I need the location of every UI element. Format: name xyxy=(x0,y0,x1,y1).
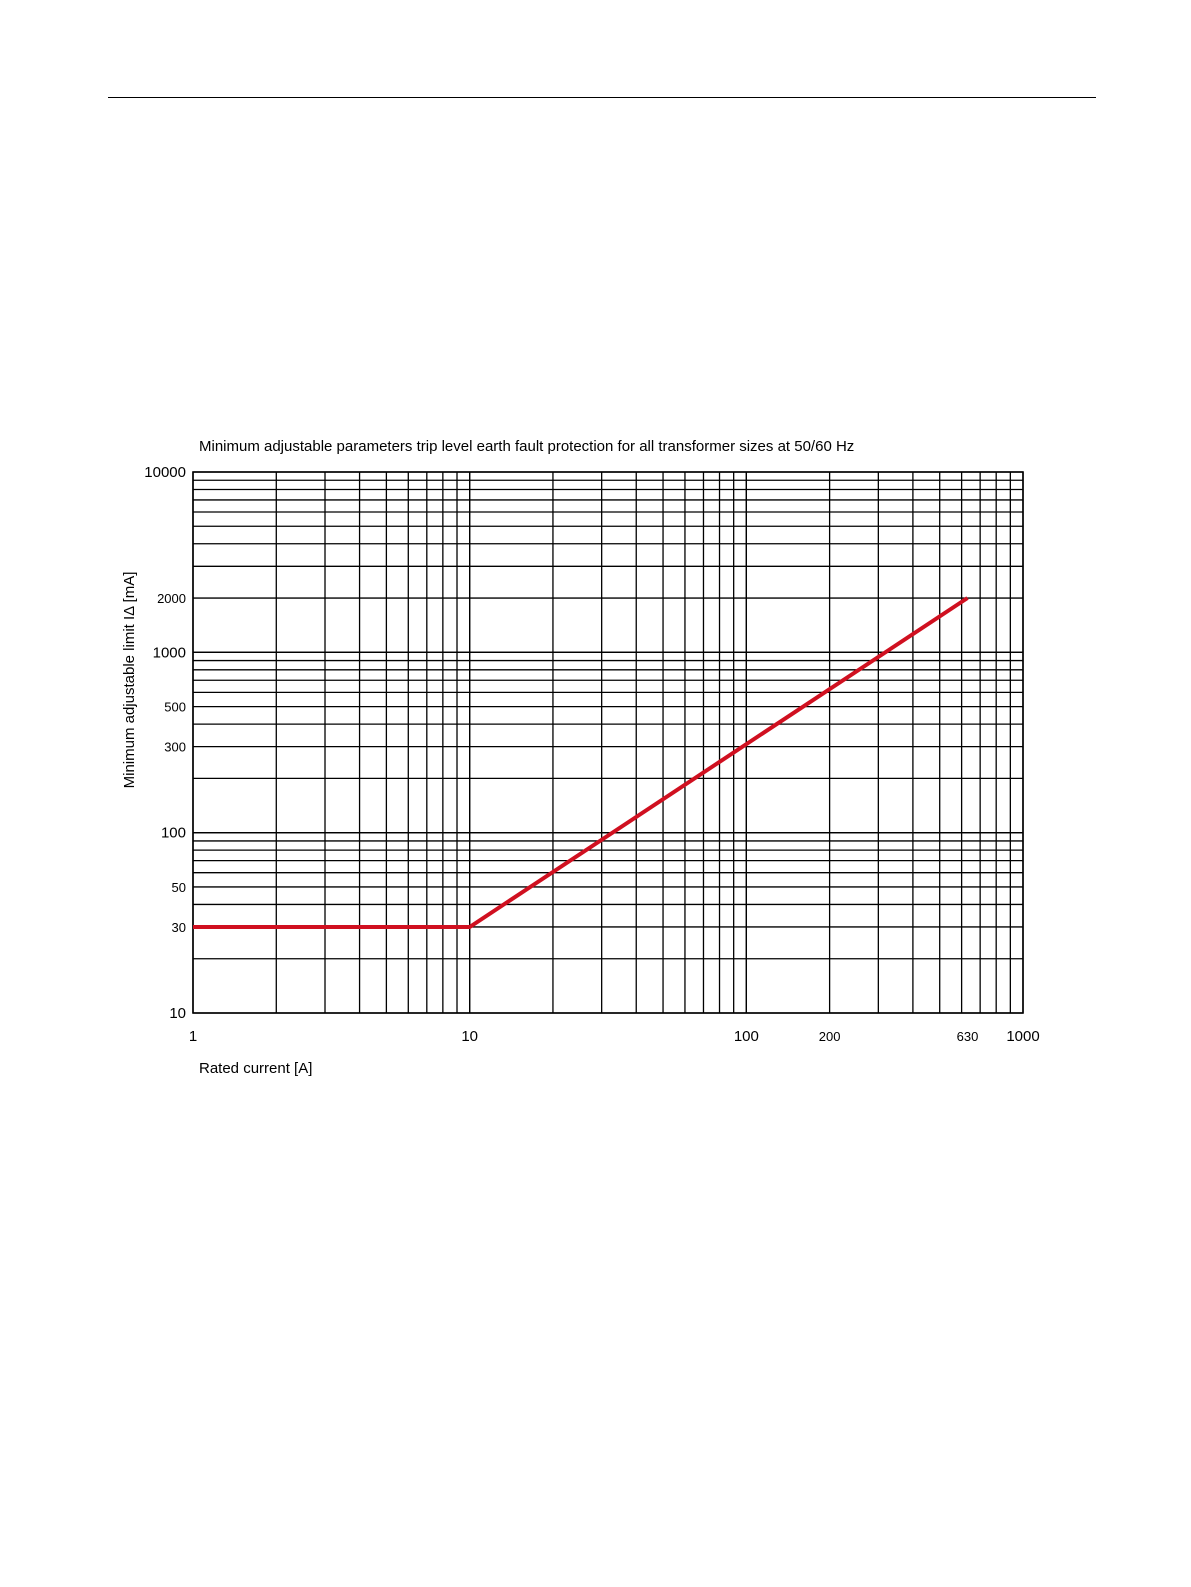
y-tick-label: 2000 xyxy=(157,591,186,606)
y-tick-label: 300 xyxy=(164,740,186,755)
y-tick-label: 30 xyxy=(172,920,186,935)
x-tick-label: 1 xyxy=(189,1028,197,1045)
header-rule xyxy=(108,97,1096,98)
plot-frame xyxy=(192,471,1024,1014)
y-tick-label: 50 xyxy=(172,880,186,895)
x-tick-label: 630 xyxy=(957,1029,979,1044)
chart-title: Minimum adjustable parameters trip level… xyxy=(199,438,854,455)
x-tick-label: 10 xyxy=(461,1028,478,1045)
y-tick-label: 1000 xyxy=(153,644,186,661)
x-axis-label: Rated current [A] xyxy=(199,1060,312,1077)
y-tick-label: 500 xyxy=(164,700,186,715)
y-tick-label: 10 xyxy=(169,1005,186,1022)
chart-series xyxy=(193,596,969,929)
y-axis-label: Minimum adjustable limit IΔ [mA] xyxy=(121,572,138,789)
x-tick-label: 100 xyxy=(734,1028,759,1045)
chart-grid xyxy=(192,471,1024,1014)
x-tick-label: 1000 xyxy=(1006,1028,1039,1045)
y-tick-label: 10000 xyxy=(144,464,186,481)
series-line xyxy=(193,596,969,929)
x-tick-labels: 1 10 100 200 630 1000 xyxy=(189,1028,1040,1045)
y-tick-label: 100 xyxy=(161,825,186,842)
x-tick-label: 200 xyxy=(819,1029,841,1044)
y-tick-labels: 10 30 50 100 300 500 1000 2000 10000 xyxy=(144,464,186,1022)
